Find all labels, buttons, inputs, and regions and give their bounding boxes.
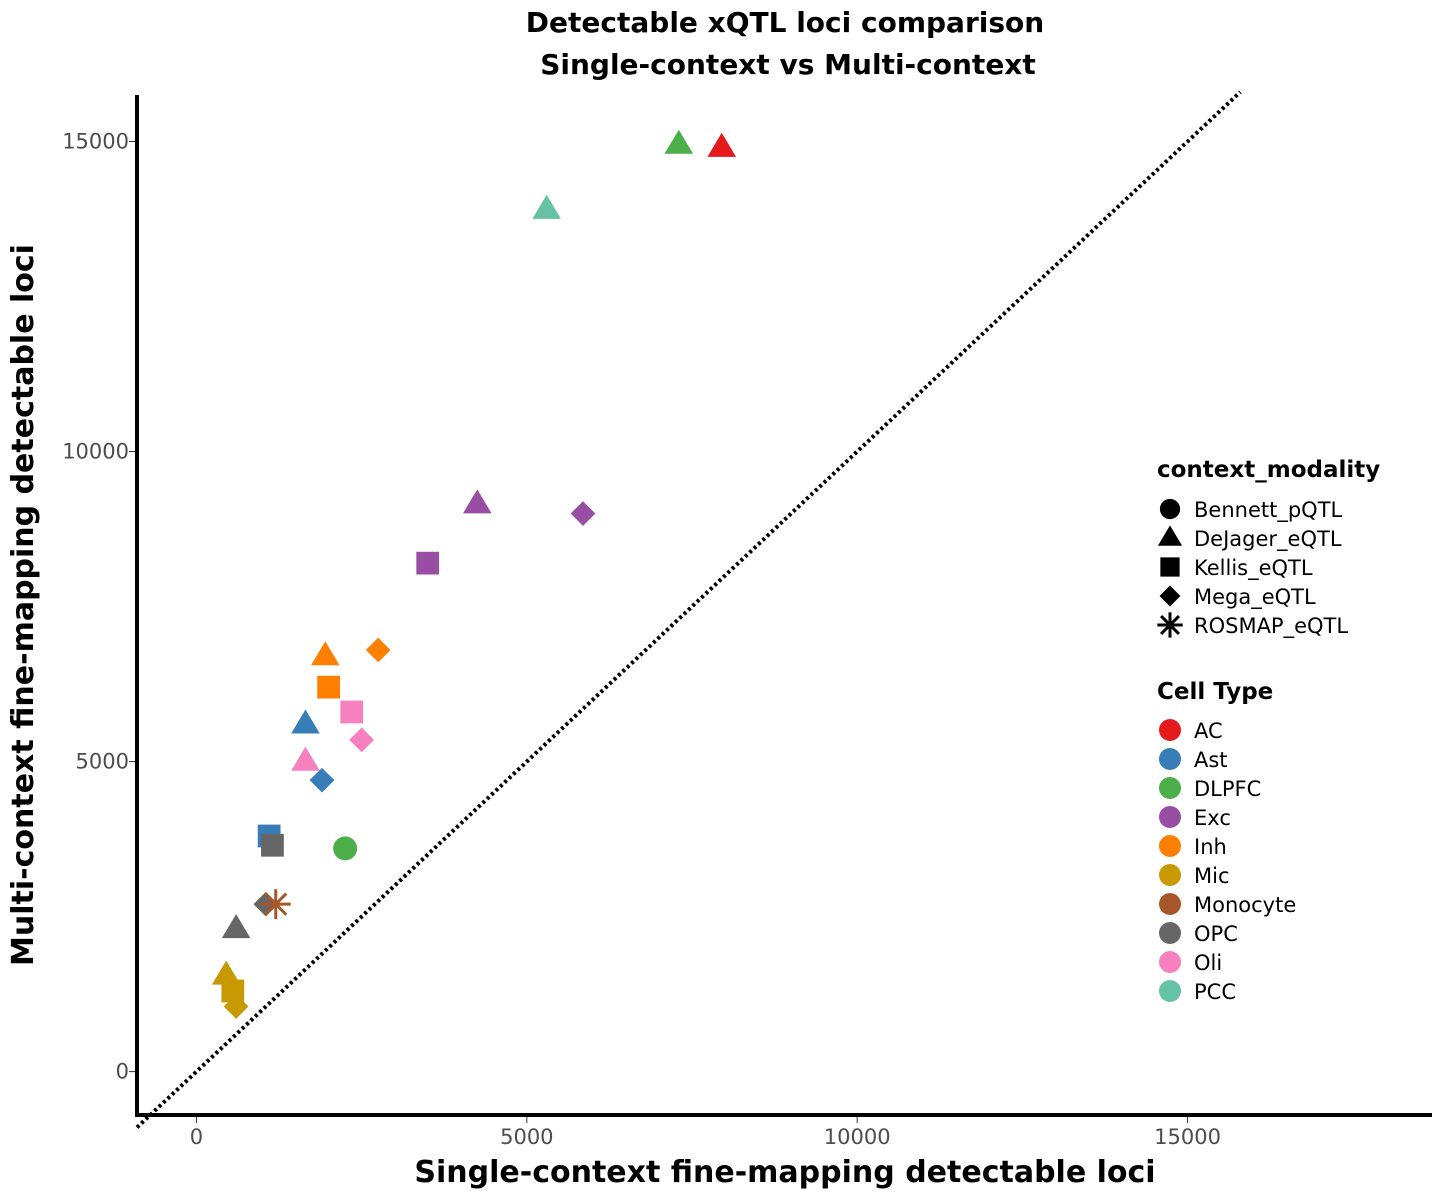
legend-cell-type: Cell Type AC Ast DLPFC Exc Inh Mic Monocyte OPC… (1157, 679, 1296, 1004)
point-ast-mega-eqtl (309, 767, 335, 793)
legend-shape-label: Mega_eQTL (1194, 585, 1316, 610)
legend-shape-circle-icon (1159, 498, 1181, 520)
point-ac-dejager-eqtl (707, 132, 737, 157)
legend-shape-label: DeJager_eQTL (1194, 527, 1342, 552)
point-exc-kellis-eqtl (416, 551, 440, 575)
point-opc-dejager-eqtl (221, 914, 251, 939)
legend-color-label: Mic (1194, 864, 1230, 888)
legend-shape-diamond-icon (1159, 585, 1181, 607)
legend-color-label: OPC (1194, 922, 1238, 946)
y-tick-label: 15000 (62, 130, 129, 154)
legend-color-swatch (1159, 951, 1181, 973)
point-inh-dejager-eqtl (311, 641, 340, 666)
x-tick-label: 0 (190, 1125, 203, 1149)
point-oli-mega-eqtl (349, 727, 374, 753)
y-tick-label: 5000 (76, 750, 129, 774)
point-inh-mega-eqtl (365, 637, 391, 663)
point-monocyte-rosmap-eqtl (260, 889, 291, 920)
y-tick-label: 0 (116, 1060, 129, 1084)
legend-color-title: Cell Type (1157, 679, 1273, 705)
legend-color-swatch (1159, 748, 1181, 770)
legend-context-modality: context_modality Bennett_pQTL DeJager_eQT… (1157, 457, 1380, 639)
point-ast-dejager-eqtl (291, 709, 320, 734)
point-dlpfc-dejager-eqtl (664, 129, 694, 154)
x-axis-label: Single-context fine-mapping detectable l… (414, 1155, 1155, 1190)
legend-color-label: Ast (1194, 748, 1228, 772)
legend-color-swatch (1159, 777, 1181, 799)
x-tick-label: 10000 (824, 1125, 891, 1149)
point-exc-mega-eqtl (570, 501, 596, 526)
point-pcc-dejager-eqtl (532, 194, 561, 219)
point-dlpfc-bennett-pqtl (333, 836, 358, 861)
legend-color-swatch (1159, 835, 1181, 857)
point-exc-dejager-eqtl (462, 489, 492, 514)
point-opc-kellis-eqtl (261, 833, 284, 857)
legend-color-swatch (1159, 806, 1181, 828)
legend-color-label: Exc (1194, 806, 1231, 830)
point-mic-mega-eqtl (223, 994, 249, 1019)
legend-color-label: AC (1194, 719, 1223, 743)
point-inh-kellis-eqtl (317, 675, 340, 699)
legend-shape-label: ROSMAP_eQTL (1194, 614, 1348, 639)
legend-color-label: PCC (1194, 980, 1236, 1004)
legend-shape-label: Bennett_pQTL (1194, 498, 1343, 523)
plot-area (135, 90, 1242, 1129)
y-tick-label: 10000 (62, 440, 129, 464)
legend-color-label: Inh (1194, 835, 1227, 859)
identity-reference-line (135, 90, 1242, 1129)
legend-color-swatch (1159, 719, 1181, 741)
x-tick-label: 15000 (1154, 1125, 1221, 1149)
legend-color-swatch (1159, 893, 1181, 915)
legend-color-label: Oli (1194, 951, 1222, 975)
x-axis-ticks: 0 5000 10000 15000 (190, 1117, 1221, 1149)
legend-color-swatch (1159, 922, 1181, 944)
point-oli-dejager-eqtl (291, 746, 320, 771)
point-mic-dejager-eqtl (211, 960, 241, 985)
chart-title-line2: Single-context vs Multi-context (540, 48, 1036, 81)
x-tick-label: 5000 (500, 1125, 553, 1149)
point-oli-kellis-eqtl (340, 700, 364, 724)
legend-color-swatch (1159, 980, 1181, 1002)
legend-shape-asterisk-icon (1157, 612, 1183, 638)
legend-color-label: DLPFC (1194, 777, 1261, 801)
point-monocyte-rosmap-eqtl-stroke (264, 892, 288, 916)
legend-shape-triangle-icon (1157, 525, 1183, 546)
legend-color-swatch (1159, 864, 1181, 886)
y-axis-ticks: 0 5000 10000 15000 (62, 130, 135, 1084)
legend-color-label: Monocyte (1194, 893, 1296, 917)
legend-shape-asterisk-icon-stroke (1159, 614, 1181, 636)
legend-shape-title: context_modality (1157, 457, 1380, 483)
y-axis-label: Multi-context fine-mapping detectable lo… (6, 244, 41, 966)
legend-shape-square-icon (1160, 557, 1180, 577)
legend-shape-label: Kellis_eQTL (1194, 556, 1313, 581)
chart-title-line1: Detectable xQTL loci comparison (526, 6, 1044, 39)
